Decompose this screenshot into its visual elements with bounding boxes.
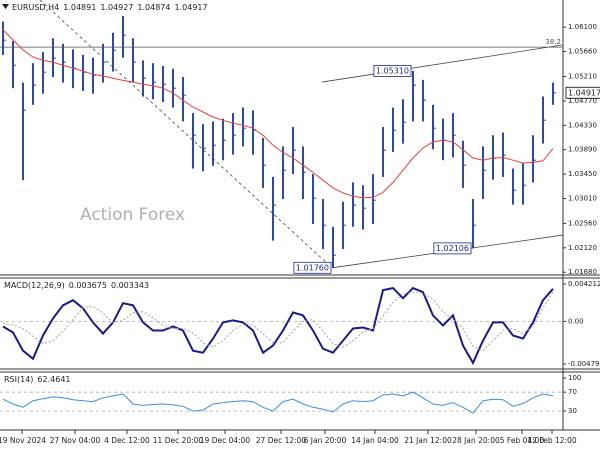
- rsi-value: 62.4641: [37, 375, 70, 384]
- y-tick-label: -0.004794: [568, 360, 600, 368]
- fib-label: 38.2: [545, 38, 561, 46]
- y-tick-label: 1.05210: [568, 73, 597, 81]
- last-price-label: 1.04917: [568, 88, 600, 97]
- y-tick-label: 1.02120: [568, 244, 597, 252]
- macd-header: MACD(12,26,9) 0.003675 0.003343: [4, 281, 149, 290]
- rsi-title: RSI(14): [4, 375, 33, 384]
- last-price-box: [565, 86, 600, 99]
- header-low: 1.04874: [137, 3, 170, 12]
- y-tick-label: 1.03890: [568, 146, 597, 154]
- y-tick-label: 1.06100: [568, 23, 597, 31]
- y-tick-label: 0.00: [568, 317, 584, 325]
- annotation-label: 1.05310: [376, 66, 409, 75]
- x-tick-label: 21 Jan 12:00: [404, 436, 452, 445]
- watermark: Action Forex: [80, 205, 185, 225]
- macd-title: MACD(12,26,9): [4, 281, 65, 290]
- y-tick-label: 1.05660: [568, 48, 597, 56]
- x-tick-label: 14 Jan 04:00: [351, 436, 399, 445]
- indicator-line: [2, 391, 554, 414]
- header-close: 1.04917: [175, 3, 208, 12]
- trendline: [39, 0, 333, 269]
- y-tick-label: 1.03010: [568, 194, 597, 202]
- y-tick-label: 1.04770: [568, 97, 597, 105]
- y-tick-label: 70: [568, 388, 577, 396]
- x-tick-label: 19 Dec 04:00: [200, 436, 251, 445]
- header-high: 1.04927: [100, 3, 133, 12]
- annotation-label: 1.01760: [296, 263, 329, 272]
- y-tick-label: 1.03450: [568, 170, 597, 178]
- annotation-box: [433, 242, 472, 255]
- x-tick-label: 5 Feb 04:00: [500, 436, 545, 445]
- y-tick-label: 100: [568, 374, 581, 382]
- x-tick-label: 12 Feb 12:00: [527, 436, 576, 445]
- x-tick-label: 28 Jan 20:00: [452, 436, 500, 445]
- x-tick-label: 27 Dec 12:00: [256, 436, 307, 445]
- indicator-line: [2, 291, 554, 352]
- x-tick-label: 6 Jan 20:00: [304, 436, 347, 445]
- y-tick-label: 1.04330: [568, 121, 597, 129]
- x-tick-label: 19 Nov 2024: [0, 436, 46, 445]
- x-tick-label: 27 Nov 04:00: [50, 436, 101, 445]
- y-tick-label: 1.01680: [568, 268, 597, 276]
- symbol: EURUSD,H4: [12, 3, 59, 12]
- indicator-line: [2, 286, 554, 366]
- y-tick-label: 30: [568, 407, 577, 415]
- trendline: [321, 44, 564, 83]
- signal-value: 0.003343: [111, 281, 149, 290]
- x-tick-label: 4 Dec 12:00: [104, 436, 150, 445]
- chart-header: EURUSD,H4 1.04891 1.04927 1.04874 1.04917: [12, 3, 208, 12]
- header-open: 1.04891: [63, 3, 96, 12]
- y-tick-label: 1.02560: [568, 219, 597, 227]
- macd-value: 0.003675: [69, 281, 107, 290]
- y-tick-label: 0.004212: [568, 280, 600, 288]
- annotation-box: [293, 261, 332, 274]
- x-tick-label: 11 Dec 20:00: [153, 436, 204, 445]
- annotation-label: 1.02106: [436, 244, 469, 253]
- rsi-header: RSI(14) 62.4641: [4, 375, 71, 384]
- moving-average: [2, 29, 554, 199]
- annotation-box: [373, 65, 412, 77]
- menu-icon: [2, 4, 9, 9]
